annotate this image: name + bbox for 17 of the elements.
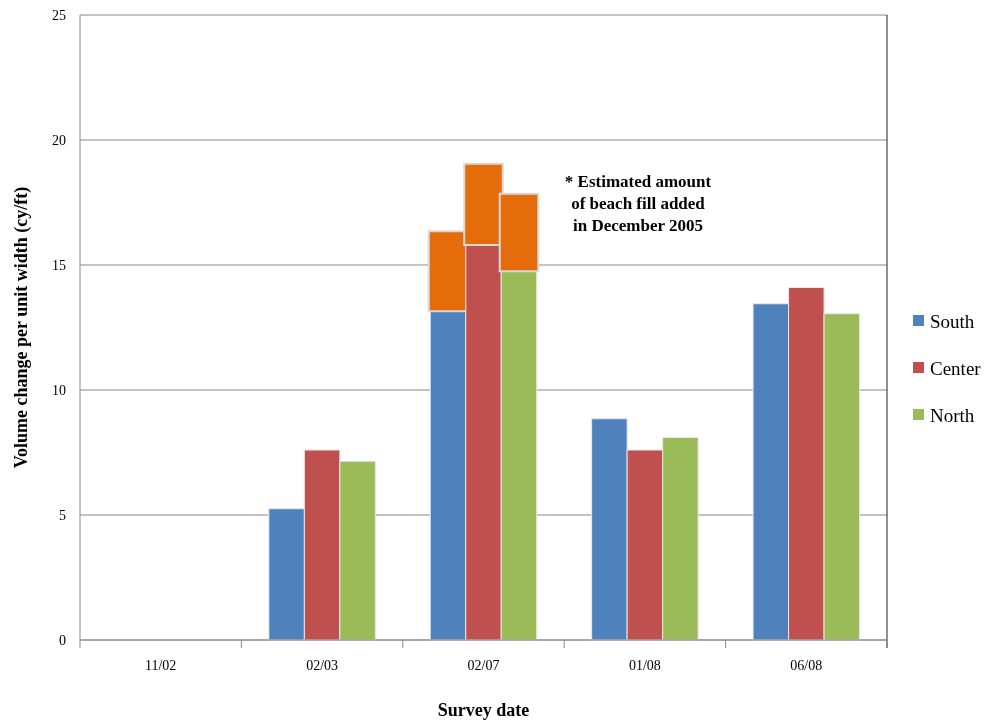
y-tick-label: 15 — [52, 257, 66, 273]
y-tick-label: 20 — [52, 132, 66, 148]
legend-label: South — [930, 310, 975, 332]
y-tick-label: 25 — [52, 7, 66, 23]
legend-label: Center — [930, 357, 982, 379]
annotation: * Estimated amount of beach fill added in December 2005 — [564, 172, 712, 235]
y-tick-label: 5 — [59, 507, 66, 523]
x-axis-title: Survey date — [437, 700, 530, 720]
y-tick-label: 0 — [59, 632, 66, 648]
y-tick-label: 10 — [52, 382, 66, 398]
y-axis-title: Volume change per unit width (cy/ft) — [11, 186, 32, 469]
x-tick-label: 01/08 — [628, 658, 661, 673]
x-tick-label: 02/03 — [306, 658, 339, 673]
x-tick-label: 11/02 — [145, 658, 177, 673]
x-tick-label: 06/08 — [790, 658, 823, 673]
legend-label: North — [930, 404, 975, 426]
x-tick-label: 02/07 — [467, 658, 500, 673]
